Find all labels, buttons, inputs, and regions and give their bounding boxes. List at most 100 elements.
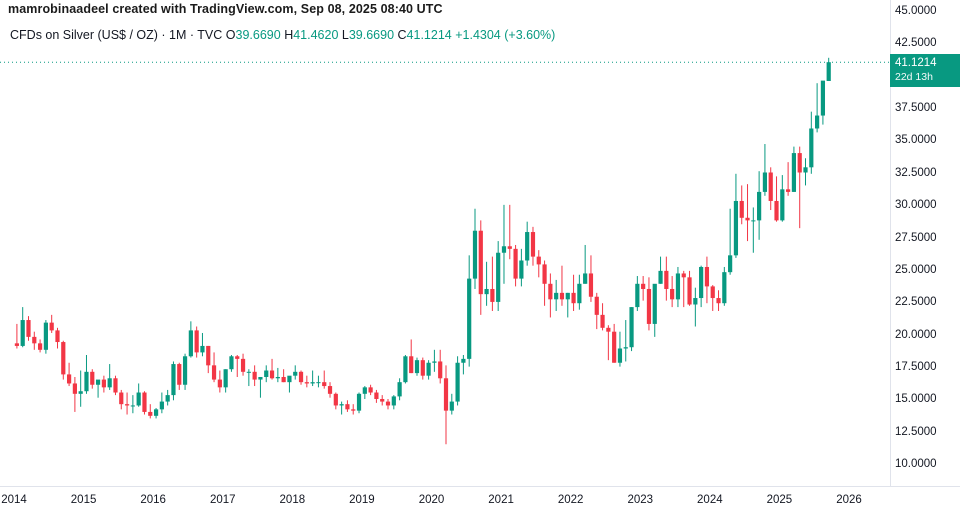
legend-low-value: 39.6690 — [348, 28, 395, 42]
price-tick-label: 15.0000 — [895, 393, 937, 406]
candle-body — [652, 283, 657, 324]
candle-body — [49, 322, 54, 331]
candlestick-plot-area[interactable] — [0, 8, 890, 476]
candle-body — [762, 172, 768, 192]
time-scale[interactable]: 2014 2015 2016 2017 2018 2019 2020 2021 2022 2023… — [0, 486, 960, 520]
candle-body — [206, 345, 211, 366]
time-tick-label: 2018 — [279, 494, 306, 506]
candle-body — [240, 358, 246, 372]
candle-body — [571, 292, 576, 304]
candle-body — [739, 200, 744, 218]
price-tick-label: 42.5000 — [895, 37, 937, 50]
price-tick-label: 27.5000 — [895, 231, 937, 244]
candle-body — [699, 266, 704, 299]
candle-body — [542, 264, 547, 284]
price-tick-label: 32.5000 — [895, 166, 937, 179]
price-tick-label: 12.5000 — [895, 425, 937, 438]
candle-body — [26, 320, 31, 337]
candle-body — [414, 360, 420, 374]
candle-body — [826, 62, 831, 81]
candle-body — [298, 371, 304, 383]
legend-high-label: H — [284, 28, 294, 42]
candle-body — [548, 283, 553, 300]
candle-body — [635, 283, 640, 308]
chart-legend: CFDs on Silver (US$ / OZ) · 1M · TVC O39… — [10, 28, 555, 42]
candle-body — [774, 200, 779, 221]
candle-body — [664, 270, 669, 289]
candle-body — [90, 371, 95, 385]
candle-body — [675, 273, 681, 300]
candle-body — [188, 330, 193, 357]
candle-body — [200, 345, 205, 353]
candle-body — [426, 362, 431, 376]
candle-body — [525, 232, 530, 261]
candle-body — [223, 369, 228, 388]
candle-body — [623, 347, 628, 349]
time-tick-label: 2024 — [697, 494, 723, 506]
candle-body — [670, 288, 675, 300]
candle-body — [403, 356, 408, 383]
candle-body — [617, 348, 623, 363]
candle-body — [559, 292, 565, 300]
legend-close-label: C — [397, 28, 407, 42]
candle-body — [43, 322, 48, 350]
candle-body — [107, 378, 112, 388]
candle-body — [443, 378, 449, 411]
candle-body — [119, 392, 124, 405]
candle-body — [14, 343, 19, 346]
candle-body — [768, 172, 773, 201]
candle-body — [20, 320, 25, 346]
candle-body — [490, 288, 495, 302]
candle-body — [171, 364, 176, 396]
time-tick-label: 2017 — [209, 494, 236, 506]
candle-body — [246, 371, 251, 373]
candle-body — [136, 392, 141, 406]
candle-body — [577, 283, 582, 304]
price-tick-label: 25.0000 — [895, 263, 937, 276]
bar-countdown: 22d 13h — [895, 71, 933, 84]
candle-body — [519, 260, 524, 279]
candle-body — [815, 115, 820, 129]
candle-body — [304, 382, 309, 384]
candle-body — [78, 391, 83, 394]
candle-body — [211, 365, 217, 380]
price-tick-label: 10.0000 — [895, 458, 937, 470]
candle-body — [95, 379, 101, 385]
legend-open-value: 39.6690 — [235, 28, 281, 42]
candle-body — [507, 246, 512, 249]
candle-body — [252, 371, 257, 380]
candle-body — [501, 246, 507, 253]
candle-body — [113, 378, 118, 393]
time-tick-label: 2021 — [488, 494, 514, 506]
time-tick-label: 2019 — [349, 494, 375, 506]
candle-body — [809, 128, 814, 168]
candle-body — [322, 382, 327, 387]
candle-body — [101, 379, 106, 388]
time-tick-label: 2015 — [70, 494, 97, 506]
candle-body — [182, 356, 188, 385]
candle-body — [72, 383, 77, 394]
candle-body — [235, 356, 240, 359]
candle-body — [333, 393, 338, 406]
candle-body — [496, 252, 501, 302]
candle-body — [438, 361, 443, 379]
candle-body — [142, 392, 147, 412]
candle-body — [385, 401, 391, 406]
candle-body — [281, 376, 286, 383]
candle-body — [159, 401, 164, 410]
legend-symbol[interactable]: CFDs on Silver (US$ / OZ) · 1M · TVC — [10, 28, 223, 42]
candle-body — [61, 342, 66, 375]
candle-body — [356, 393, 362, 411]
candle-body — [374, 392, 379, 399]
candle-body — [612, 331, 617, 363]
candle-body — [124, 404, 130, 406]
candle-body — [310, 382, 315, 384]
candle-body — [229, 356, 234, 370]
candle-body — [449, 401, 454, 411]
candles-group — [0, 57, 890, 445]
candle-body — [362, 387, 367, 394]
candle-body — [339, 404, 344, 406]
candle-body — [513, 248, 518, 279]
candle-body — [594, 296, 599, 315]
